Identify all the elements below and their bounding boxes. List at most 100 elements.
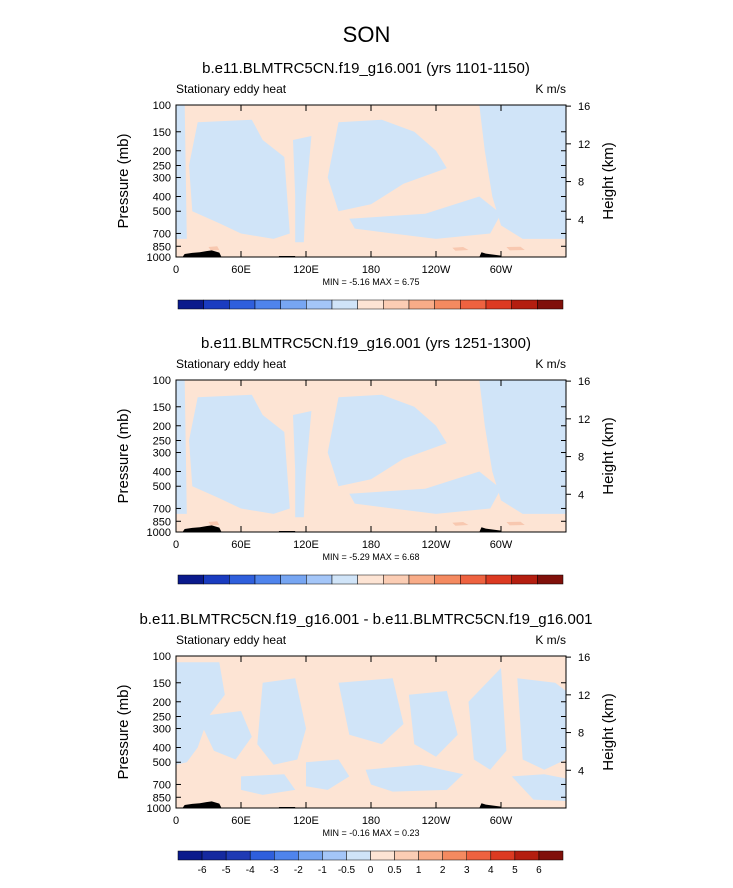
y-right-tick-label: 8 (578, 177, 584, 189)
y-tick-label: 500 (153, 206, 171, 218)
y-tick-label: 200 (153, 421, 171, 433)
colorbar-swatch (490, 850, 516, 861)
contour-region (349, 196, 501, 239)
y-right-tick-label: 12 (578, 414, 590, 426)
colorbar-swatch (203, 299, 230, 310)
page-title: SON (342, 22, 391, 47)
panel-2: b.e11.BLMTRC5CN.f19_g16.001 (yrs 1251-13… (0, 330, 733, 600)
contour-region (327, 394, 447, 487)
x-tick-label: 0 (173, 264, 179, 276)
x-tick-label: 180 (362, 539, 380, 551)
y-right-tick-label: 8 (578, 452, 584, 464)
contour-region (176, 105, 187, 239)
x-tick-label: 60E (231, 264, 251, 276)
colorbar-label: 0.5 (388, 865, 402, 876)
colorbar-label: -20 (196, 314, 211, 315)
y-tick-label: 500 (153, 757, 171, 769)
left-string: Stationary eddy heat (176, 357, 287, 371)
colorbar-label: -2 (353, 589, 362, 590)
y-axis-label: Pressure (mb) (115, 684, 132, 779)
colorbar-swatch (274, 850, 299, 861)
contour-region (365, 764, 464, 792)
contour-region (452, 522, 469, 526)
contour-region (257, 678, 306, 765)
contour-region (327, 119, 447, 212)
colorbar-swatch (201, 850, 227, 861)
contour-region (306, 759, 350, 790)
chart-panel-2: b.e11.BLMTRC5CN.f19_g16.001 (yrs 1251-13… (115, 335, 617, 600)
x-tick-label: 180 (362, 815, 380, 827)
y-tick-label: 250 (153, 160, 171, 172)
topography-himalaya (182, 525, 222, 532)
colorbar-swatch (177, 574, 204, 585)
colorbar-label: 2 (440, 865, 446, 876)
topography-andes (479, 252, 501, 257)
y-axis-label-right: Height (km) (600, 417, 617, 495)
colorbar-swatch (298, 850, 323, 861)
colorbar-swatch (511, 574, 538, 585)
contour-region (479, 380, 566, 514)
y-tick-label: 250 (153, 711, 171, 723)
contour-region (468, 668, 507, 770)
topography-andes (479, 527, 501, 532)
colorbar-label: -3 (270, 865, 279, 876)
chart-panel-1: b.e11.BLMTRC5CN.f19_g16.001 (yrs 1101-11… (115, 60, 617, 325)
contour-region (501, 105, 545, 166)
colorbar-swatch (485, 299, 512, 310)
y-right-tick-label: 16 (578, 101, 590, 113)
colorbar-label: -20 (196, 589, 211, 590)
y-tick-label: 150 (153, 127, 171, 139)
y-tick-label: 1000 (147, 252, 171, 264)
x-tick-label: 60E (231, 815, 251, 827)
colorbar-swatch (306, 299, 333, 310)
chart-title: b.e11.BLMTRC5CN.f19_g16.001 (yrs 1251-13… (201, 335, 531, 352)
colorbar-swatch (460, 299, 487, 310)
y-tick-label: 200 (153, 146, 171, 158)
colorbar-label: -2 (294, 865, 303, 876)
contour-region (293, 136, 312, 243)
x-tick-label: 120E (293, 264, 319, 276)
y-tick-label: 850 (153, 241, 171, 253)
chart-title: b.e11.BLMTRC5CN.f19_g16.001 (yrs 1101-11… (202, 60, 530, 77)
y-right-tick-label: 16 (578, 376, 590, 388)
colorbar-swatch (249, 850, 275, 861)
colorbar-swatch (322, 850, 347, 861)
y-tick-label: 700 (153, 503, 171, 515)
y-right-tick-label: 4 (578, 214, 584, 226)
colorbar-swatch (408, 299, 435, 310)
colorbar-swatch (306, 574, 333, 585)
y-right-tick-label: 12 (578, 139, 590, 151)
colorbar-swatch (177, 850, 203, 861)
right-string: K m/s (535, 633, 566, 647)
colorbar-label: -4 (246, 865, 255, 876)
y-axis-label: Pressure (mb) (115, 408, 132, 503)
colorbar-swatch (434, 299, 461, 310)
y-tick-label: 700 (153, 228, 171, 240)
colorbar-label: -5 (222, 865, 231, 876)
x-tick-label: 120W (422, 815, 451, 827)
colorbar-swatch (394, 850, 419, 861)
colorbar-label: 2 (406, 589, 412, 590)
colorbar-label: 6 (458, 314, 464, 315)
colorbar-swatch (514, 850, 540, 861)
colorbar-swatch (280, 299, 307, 310)
colorbar-label: -1 (318, 865, 327, 876)
y-axis-label: Pressure (mb) (115, 133, 132, 228)
y-tick-label: 400 (153, 743, 171, 755)
colorbar-swatch (537, 574, 564, 585)
contour-region (452, 247, 469, 251)
colorbar-label: 4 (488, 865, 494, 876)
y-tick-label: 850 (153, 792, 171, 804)
contour-region (241, 774, 296, 795)
colorbar-swatch (511, 299, 538, 310)
colorbar-label: 20 (557, 589, 569, 590)
y-tick-label: 1000 (147, 527, 171, 539)
x-tick-label: 60W (490, 264, 513, 276)
colorbar-swatch (434, 574, 461, 585)
colorbar-swatch (254, 299, 281, 310)
colorbar-swatch (538, 850, 564, 861)
colorbar-label: 1 (416, 865, 422, 876)
contour-region (517, 678, 566, 770)
right-string: K m/s (535, 357, 566, 371)
colorbar-swatch (537, 299, 564, 310)
